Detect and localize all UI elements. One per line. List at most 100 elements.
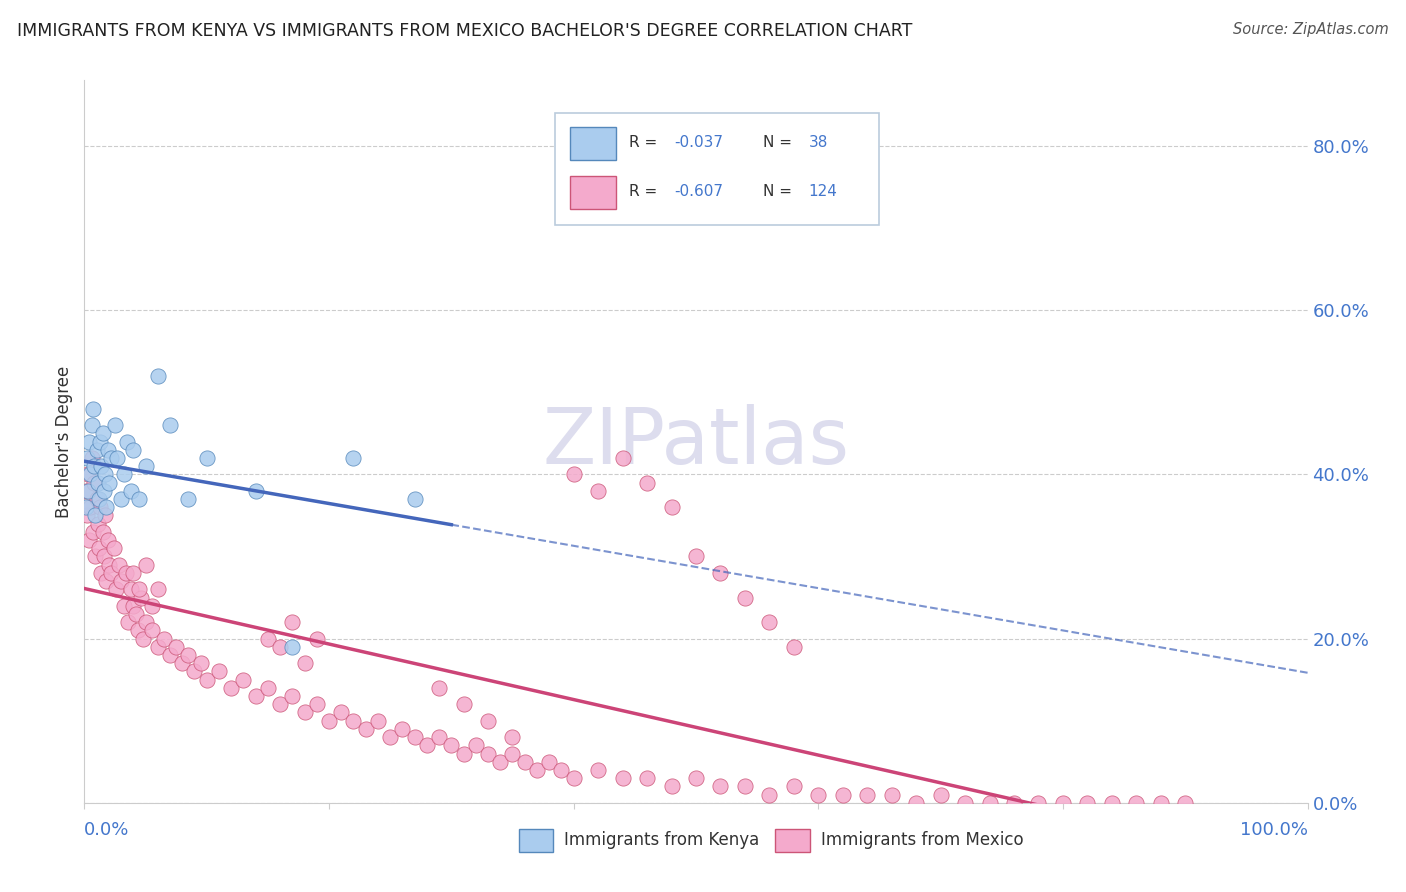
Point (91, 426, 114, 441)
Point (105, 450, 128, 465)
Point (831, 788, 853, 802)
Point (103, 541, 125, 556)
Point (129, 591, 152, 605)
Point (91, 524, 114, 539)
Point (208, 665, 231, 679)
Point (1002, 796, 1025, 810)
Point (135, 615, 157, 630)
Point (489, 755, 512, 769)
Point (502, 747, 524, 761)
Point (87, 541, 110, 556)
Point (685, 771, 707, 785)
Point (117, 615, 139, 630)
Point (354, 722, 377, 736)
Text: 100.0%: 100.0% (1240, 822, 1308, 839)
Point (77, 483, 100, 498)
Text: 124: 124 (808, 184, 838, 199)
Point (146, 368, 169, 383)
Point (93, 483, 115, 498)
Point (96, 574, 118, 588)
Text: -0.037: -0.037 (673, 135, 723, 150)
Point (97, 533, 120, 547)
Point (153, 632, 176, 646)
Point (1150, 796, 1173, 810)
Point (75, 483, 97, 498)
Text: R =: R = (628, 135, 662, 150)
Point (82, 524, 104, 539)
Point (783, 780, 806, 794)
Point (89, 434, 111, 449)
Point (416, 739, 439, 753)
Point (83, 459, 105, 474)
Point (1174, 796, 1197, 810)
Point (125, 607, 148, 621)
Text: Immigrants from Kenya: Immigrants from Kenya (564, 831, 759, 849)
Point (880, 788, 903, 802)
Point (661, 500, 683, 515)
Point (453, 698, 475, 712)
FancyBboxPatch shape (519, 829, 553, 852)
Point (734, 591, 756, 605)
Point (294, 657, 316, 671)
Point (172, 657, 194, 671)
Point (79, 467, 101, 482)
Point (93, 549, 115, 564)
Point (177, 491, 200, 506)
Point (245, 689, 267, 703)
Point (404, 491, 426, 506)
Point (79, 500, 101, 515)
Point (758, 788, 780, 802)
Point (120, 582, 142, 597)
Point (502, 730, 524, 744)
Point (953, 796, 976, 810)
Point (104, 418, 127, 433)
FancyBboxPatch shape (776, 829, 810, 852)
Point (513, 755, 536, 769)
Point (464, 739, 486, 753)
Point (96, 500, 118, 515)
Point (128, 582, 150, 597)
Point (526, 763, 548, 777)
Y-axis label: Bachelor's Degree: Bachelor's Degree (55, 366, 73, 517)
FancyBboxPatch shape (569, 128, 616, 160)
Point (257, 681, 280, 695)
Point (105, 582, 128, 597)
Point (122, 566, 145, 580)
Point (159, 648, 181, 662)
Text: 38: 38 (808, 135, 828, 150)
Point (391, 722, 413, 736)
Point (100, 566, 122, 580)
Point (165, 640, 187, 654)
Point (87, 475, 110, 490)
Text: ZIPatlas: ZIPatlas (543, 403, 849, 480)
Point (195, 450, 218, 465)
Point (86, 491, 108, 506)
Point (115, 434, 138, 449)
Text: N =: N = (763, 135, 797, 150)
Point (269, 640, 291, 654)
Point (783, 640, 806, 654)
Point (159, 418, 181, 433)
Point (100, 450, 122, 465)
Point (128, 491, 150, 506)
Point (77, 467, 100, 482)
Text: Immigrants from Mexico: Immigrants from Mexico (821, 831, 1024, 849)
Point (94, 467, 117, 482)
Point (586, 483, 609, 498)
Point (141, 624, 163, 638)
Point (87, 491, 110, 506)
Point (1076, 796, 1098, 810)
Point (122, 442, 145, 457)
Point (122, 599, 145, 613)
Point (132, 632, 155, 646)
Point (257, 632, 280, 646)
Point (979, 796, 1001, 810)
Point (107, 558, 129, 572)
Point (685, 549, 707, 564)
Point (281, 615, 304, 630)
Point (80, 418, 103, 433)
Point (636, 475, 658, 490)
Point (87, 516, 110, 531)
Point (89, 500, 111, 515)
Point (82, 401, 104, 416)
